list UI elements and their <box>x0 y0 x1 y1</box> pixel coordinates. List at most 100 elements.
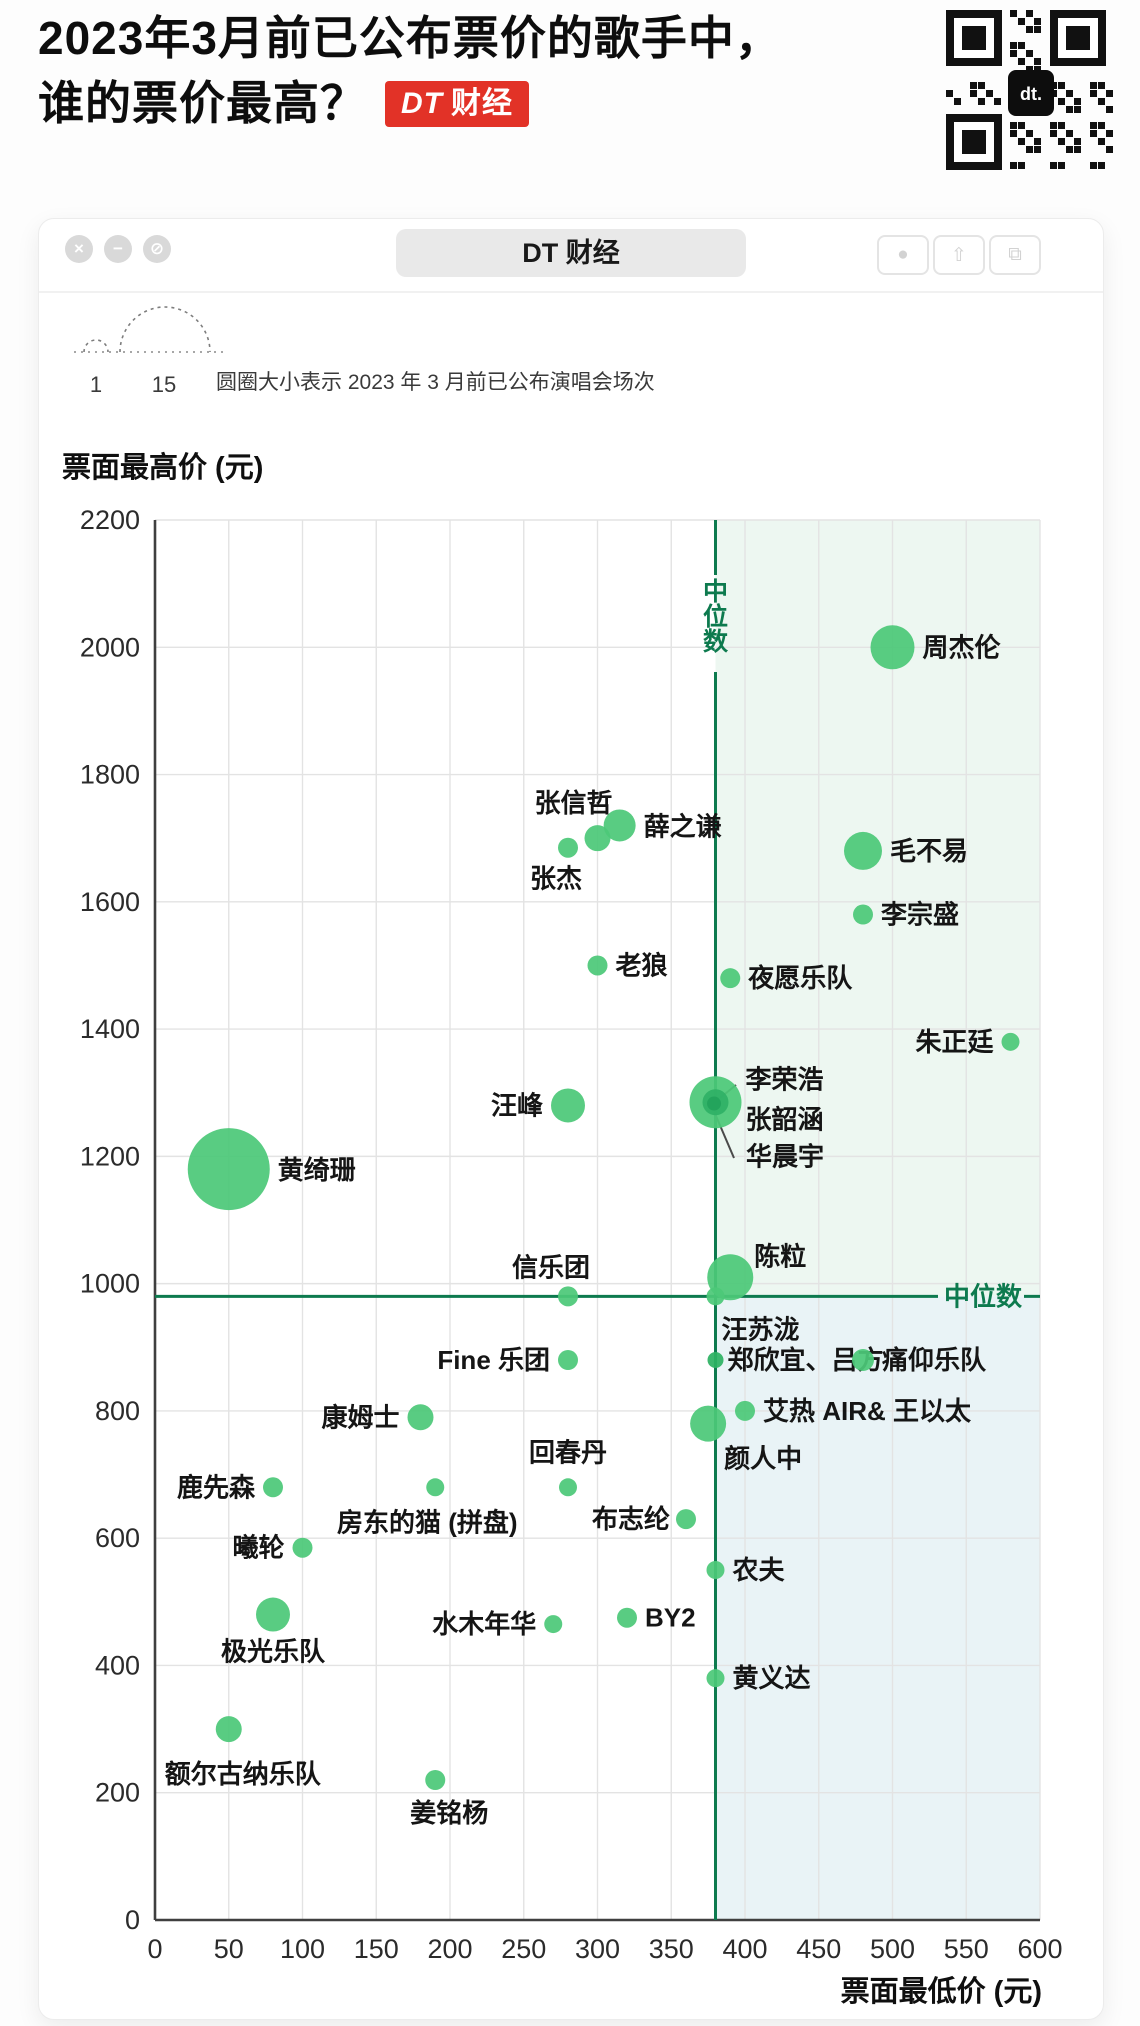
bubble-额尔古纳乐队 <box>215 1716 242 1743</box>
bubble-汪苏泷 <box>706 1287 725 1306</box>
qr-code: dt. <box>946 10 1113 170</box>
bubble-label-布志纶: 布志纶 <box>592 1504 670 1534</box>
x-tick-label: 250 <box>501 1934 546 1964</box>
bubble-张信哲 <box>584 825 611 852</box>
x-axis-title: 票面最低价 (元) <box>840 1976 1042 2008</box>
close-icon[interactable]: × <box>65 235 93 263</box>
x-tick-label: 450 <box>796 1934 841 1964</box>
block-icon[interactable]: ⊘ <box>143 235 171 263</box>
bubble-label-李荣浩: 李荣浩 <box>745 1064 824 1094</box>
y-tick-label: 0 <box>125 1905 140 1935</box>
bubble-label-回春丹: 回春丹 <box>529 1437 607 1467</box>
x-tick-label: 100 <box>280 1934 325 1964</box>
bubble-label-黄绮珊: 黄绮珊 <box>278 1155 356 1185</box>
bubble-label-Fine 乐团: Fine 乐团 <box>437 1345 550 1375</box>
bubble-label-周杰伦: 周杰伦 <box>923 632 1002 662</box>
bubble-label-颜人中: 颜人中 <box>724 1444 802 1474</box>
bubble-姜铭杨 <box>425 1770 446 1790</box>
bubble-华晨宇 <box>707 1096 722 1111</box>
legend-large-label: 15 <box>152 372 176 397</box>
bubble-痛仰乐队 <box>852 1349 874 1371</box>
x-tick-label: 600 <box>1017 1934 1062 1964</box>
window-titlebar: × − ⊘ DT 财经 ● ⇧ ⧉ <box>39 219 1103 293</box>
bubble-label-老狼: 老狼 <box>616 950 668 980</box>
bubble-label-毛不易: 毛不易 <box>890 836 968 866</box>
bubble-label-水木年华: 水木年华 <box>432 1609 536 1639</box>
bubble-label-张韶涵: 张韶涵 <box>746 1104 824 1134</box>
bubble-label-薛之谦: 薛之谦 <box>644 811 722 841</box>
bubble-label-房东的猫 (拼盘): 房东的猫 (拼盘) <box>337 1507 518 1537</box>
x-tick-label: 150 <box>354 1934 399 1964</box>
y-tick-label: 1800 <box>80 760 140 790</box>
bubble-水木年华 <box>544 1615 563 1634</box>
y-tick-label: 200 <box>95 1778 140 1808</box>
bubble-曦轮 <box>292 1537 313 1558</box>
bubble-回春丹 <box>559 1478 577 1497</box>
bubble-夜愿乐队 <box>720 968 741 989</box>
bubble-信乐团 <box>558 1286 578 1307</box>
y-tick-label: 600 <box>95 1523 140 1553</box>
x-tick-label: 550 <box>944 1934 989 1964</box>
share-button[interactable]: ⇧ <box>933 235 985 275</box>
bubble-label-BY2: BY2 <box>645 1603 696 1633</box>
bubble-农夫 <box>706 1561 725 1579</box>
x-tick-label: 500 <box>870 1934 915 1964</box>
bubble-label-华晨宇: 华晨宇 <box>746 1142 824 1172</box>
bubble-label-额尔古纳乐队: 额尔古纳乐队 <box>165 1759 322 1789</box>
bubble-毛不易 <box>844 831 882 870</box>
x-tick-label: 400 <box>722 1934 767 1964</box>
x-tick-label: 200 <box>427 1934 472 1964</box>
bubble-label-黄义达: 黄义达 <box>733 1663 811 1693</box>
bubble-label-康姆士: 康姆士 <box>321 1402 399 1432</box>
bubble-颜人中 <box>690 1405 727 1442</box>
bubble-周杰伦 <box>870 625 915 670</box>
minimize-icon[interactable]: − <box>104 235 132 263</box>
y-axis-title: 票面最高价 (元) <box>62 452 264 484</box>
bubble-房东的猫 (拼盘) <box>426 1478 445 1497</box>
bubble-张杰 <box>558 837 578 858</box>
bubble-label-夜愿乐队: 夜愿乐队 <box>747 963 853 993</box>
bubble-黄绮珊 <box>187 1128 270 1211</box>
bubble-黄义达 <box>706 1669 725 1688</box>
page-title-line1: 2023年3月前已公布票价的歌手中， <box>38 12 782 64</box>
page-title: 2023年3月前已公布票价的歌手中， 谁的票价最高？ DT 财经 <box>38 6 918 137</box>
bubble-label-艾热 AIR& 王以太: 艾热 AIR& 王以太 <box>763 1396 972 1426</box>
record-button[interactable]: ● <box>877 235 929 275</box>
bubble-艾热 AIR& 王以太 <box>735 1400 755 1421</box>
legend-large-circle <box>119 306 211 353</box>
bubble-布志纶 <box>676 1509 696 1530</box>
bubble-size-legend: 1 15 <box>74 306 228 397</box>
page-title-line2: 谁的票价最高？ <box>38 77 367 130</box>
y-tick-label: 1400 <box>80 1014 140 1044</box>
bubble-Fine 乐团 <box>558 1350 578 1370</box>
median-x-label: 中位数 <box>703 578 729 656</box>
y-tick-label: 1200 <box>80 1141 140 1171</box>
bubble-老狼 <box>587 955 608 976</box>
x-tick-label: 0 <box>147 1934 162 1964</box>
bubble-label-曦轮: 曦轮 <box>232 1533 284 1563</box>
bubble-label-汪苏泷: 汪苏泷 <box>722 1314 800 1344</box>
bubble-郑欣宜、吕方 <box>707 1352 724 1368</box>
y-tick-label: 2000 <box>80 632 140 662</box>
bubble-label-鹿先森: 鹿先森 <box>177 1472 256 1502</box>
bubble-label-极光乐队: 极光乐队 <box>221 1637 326 1667</box>
bubble-康姆士 <box>407 1404 434 1431</box>
window-title: DT 财经 <box>396 229 746 277</box>
y-tick-label: 400 <box>95 1650 140 1680</box>
copy-button[interactable]: ⧉ <box>989 235 1041 275</box>
bubble-鹿先森 <box>263 1477 283 1498</box>
quadrant-lower-right <box>715 1296 1040 1920</box>
median-y-label: 中位数 <box>944 1281 1023 1311</box>
bubble-BY2 <box>617 1607 637 1628</box>
bubble-label-姜铭杨: 姜铭杨 <box>410 1798 488 1828</box>
legend-small-label: 1 <box>90 372 102 397</box>
y-tick-label: 1600 <box>80 887 140 917</box>
bubble-label-张杰: 张杰 <box>530 864 582 894</box>
bubble-薛之谦 <box>603 809 636 842</box>
x-tick-label: 50 <box>214 1934 244 1964</box>
bubble-label-李宗盛: 李宗盛 <box>880 900 959 930</box>
legend-caption: 圆圈大小表示 2023 年 3 月前已公布演唱会场次 <box>216 371 655 394</box>
y-tick-label: 800 <box>95 1396 140 1426</box>
